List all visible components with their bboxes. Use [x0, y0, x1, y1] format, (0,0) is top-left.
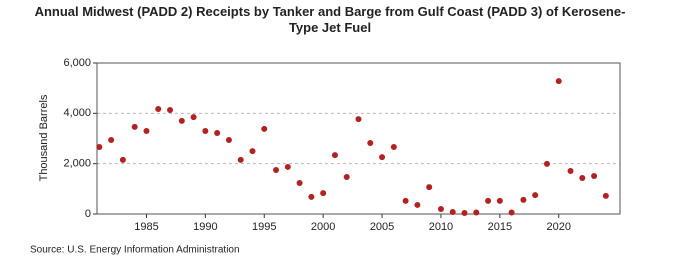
point [167, 107, 174, 114]
point [485, 197, 492, 204]
point [119, 156, 126, 163]
point [355, 116, 362, 123]
point [567, 167, 574, 174]
x-tick-label: 1985 [134, 221, 158, 233]
x-tick-label: 2010 [429, 221, 453, 233]
point [214, 129, 221, 136]
point [225, 137, 232, 144]
point [108, 137, 115, 144]
point [178, 117, 185, 124]
point [426, 184, 433, 191]
point [390, 144, 397, 151]
point [190, 114, 197, 121]
point [296, 180, 303, 187]
point [591, 172, 598, 179]
point [520, 196, 527, 203]
plot-frame [96, 62, 621, 215]
point [543, 160, 550, 167]
point [202, 127, 209, 134]
point [237, 156, 244, 163]
point [284, 163, 291, 170]
point [508, 209, 515, 216]
x-tick-label: 1995 [252, 221, 276, 233]
point [343, 174, 350, 181]
y-tick-label: 6,000 [63, 57, 91, 69]
source: Source: U.S. Energy Information Administ… [30, 245, 240, 256]
chart-title: Annual Midwest (PADD 2) Receipts by Tank… [34, 4, 626, 35]
point [473, 209, 480, 216]
point [320, 190, 327, 197]
point [379, 154, 386, 161]
point [131, 123, 138, 130]
point [155, 106, 162, 113]
y-tick-label: 4,000 [63, 107, 91, 119]
point [579, 175, 586, 182]
x-tick-label: 2005 [370, 221, 394, 233]
point [414, 201, 421, 208]
point [96, 144, 103, 151]
x-tick-label: 2015 [488, 221, 512, 233]
x-tick-label: 2020 [547, 221, 571, 233]
y-tick-label: 2,000 [63, 158, 91, 170]
point [461, 209, 468, 216]
point [602, 192, 609, 199]
point [249, 148, 256, 155]
point [402, 197, 409, 204]
point [555, 78, 562, 85]
point [496, 197, 503, 204]
x-tick-label: 2000 [311, 221, 335, 233]
point [261, 125, 268, 132]
x-tick-label: 1990 [193, 221, 217, 233]
y-tick-label: 0 [85, 208, 91, 220]
point [331, 152, 338, 159]
point [143, 127, 150, 134]
point [449, 208, 456, 215]
point [367, 140, 374, 147]
point [308, 193, 315, 200]
y-axis-label: Thousand Barrels [38, 94, 50, 181]
point [273, 166, 280, 173]
point [532, 192, 539, 199]
point [437, 205, 444, 212]
